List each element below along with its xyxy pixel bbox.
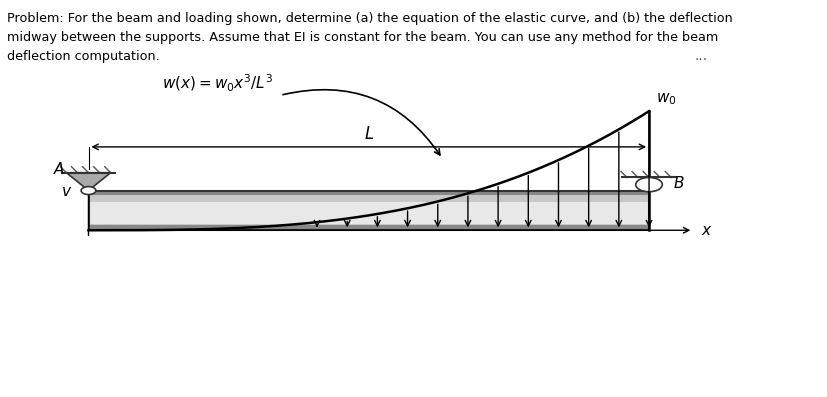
Text: Problem: For the beam and loading shown, determine (a) the equation of the elast: Problem: For the beam and loading shown,… (7, 12, 732, 63)
Text: $L$: $L$ (363, 125, 374, 143)
Text: ...: ... (693, 48, 706, 63)
Text: $w(x) = w_0 x^3/L^3$: $w(x) = w_0 x^3/L^3$ (162, 73, 274, 94)
Circle shape (81, 187, 96, 195)
Text: $A$: $A$ (53, 161, 65, 177)
Bar (88, 191, 648, 195)
FancyBboxPatch shape (88, 191, 648, 230)
Polygon shape (66, 173, 111, 191)
Bar (88, 225, 648, 230)
Text: $w_0$: $w_0$ (656, 91, 676, 107)
Text: $v$: $v$ (60, 183, 72, 198)
Circle shape (635, 177, 662, 192)
Text: $x$: $x$ (700, 223, 711, 238)
Text: $B$: $B$ (672, 175, 683, 191)
Bar (88, 202, 648, 224)
Bar (88, 191, 648, 230)
